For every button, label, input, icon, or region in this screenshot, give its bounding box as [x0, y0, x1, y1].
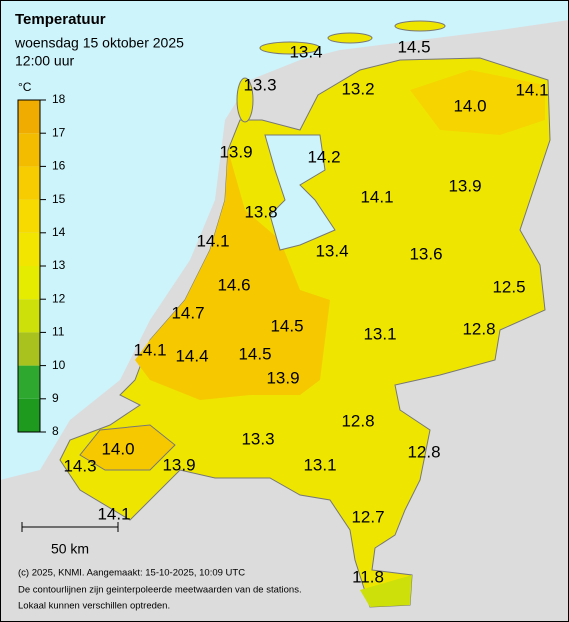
warm-region: [410, 70, 545, 135]
station-value: 14.1: [196, 231, 229, 250]
warm-region: [135, 150, 330, 400]
station-value: 13.3: [243, 75, 276, 94]
station-value: 14.0: [101, 439, 134, 458]
station-value: 12.8: [341, 411, 374, 430]
colorbar-segment: [18, 332, 40, 366]
tick-label: 17: [52, 125, 66, 139]
station-value: 14.2: [307, 147, 340, 166]
tick-label: 13: [52, 258, 66, 272]
station-value: 13.3: [241, 429, 274, 448]
colorbar-segment: [18, 365, 40, 399]
sea: [0, 0, 569, 480]
station-value: 13.8: [244, 202, 277, 221]
island: [259, 41, 321, 55]
island: [236, 77, 254, 123]
colorbar-segment: [18, 266, 40, 300]
colorbar: 8 9 10 11 12 13 14 15 16 17 18: [17, 92, 66, 438]
time: 12:00 uur: [15, 53, 74, 69]
colorbar-segment: [18, 398, 40, 432]
colorbar-segment: [18, 232, 40, 266]
station-value: 12.5: [492, 277, 525, 296]
footer: (c) 2025, KNMI. Aangemaakt: 15-10-2025, …: [18, 568, 245, 579]
tick-label: 11: [52, 325, 65, 339]
island: [327, 32, 373, 44]
tick-label: 8: [52, 424, 59, 438]
station-value: 11.8: [352, 567, 384, 586]
station-value: 14.3: [63, 456, 96, 475]
station-value: 13.2: [341, 79, 374, 98]
station-value: 14.5: [270, 316, 303, 335]
station-value: 14.7: [171, 303, 204, 322]
station-value: 13.4: [315, 241, 348, 260]
station-value: 14.1: [515, 80, 548, 99]
station-value: 13.1: [303, 455, 336, 474]
tick-label: 16: [52, 159, 66, 173]
station-value: 13.1: [363, 324, 396, 343]
station-value: 12.8: [462, 319, 495, 338]
footer: De contourlijnen zijn geinterpoleerde me…: [18, 585, 302, 596]
colorbar-segment: [18, 199, 40, 233]
station-value: 13.9: [162, 455, 195, 474]
tick-label: 9: [52, 391, 59, 405]
station-value: 14.0: [453, 96, 486, 115]
station-value: 13.9: [266, 368, 299, 387]
island: [79, 424, 176, 471]
station-value: 14.5: [238, 344, 271, 363]
colorbar-segment: [18, 166, 40, 200]
station-value: 12.7: [351, 507, 384, 526]
station-value: 13.9: [448, 176, 481, 195]
colorbar-segment: [18, 133, 40, 167]
station-value: 14.1: [133, 340, 166, 359]
legend-unit: °C: [18, 80, 32, 94]
station-value: 14.5: [397, 37, 430, 56]
tick-label: 14: [52, 225, 66, 239]
colorbar-segment: [18, 299, 40, 333]
tick-label: 10: [52, 358, 66, 372]
island: [394, 20, 446, 32]
station-value: 14.4: [175, 346, 208, 365]
station-value: 13.4: [289, 42, 322, 61]
station-value: 12.8: [407, 442, 440, 461]
date: woensdag 15 oktober 2025: [14, 35, 184, 51]
colorbar-segment: [18, 100, 40, 134]
tick-label: 12: [52, 291, 66, 305]
footer: Lokaal kunnen verschillen optreden.: [18, 601, 170, 612]
station-value: 14.1: [97, 504, 130, 523]
scale-label: 50 km: [51, 541, 89, 557]
tick-label: 18: [52, 92, 66, 106]
cool-region: [360, 575, 412, 607]
tick-label: 15: [52, 192, 66, 206]
title: Temperatuur: [15, 11, 106, 28]
ijsselmeer: [264, 134, 336, 251]
station-value: 14.1: [360, 187, 393, 206]
station-value: 13.6: [409, 244, 442, 263]
station-value: 14.6: [217, 275, 250, 294]
station-value: 13.9: [219, 142, 252, 161]
